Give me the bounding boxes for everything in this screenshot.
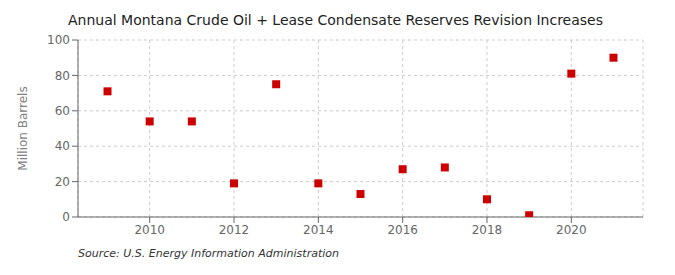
svg-text:2014: 2014 [303,223,334,237]
svg-text:2018: 2018 [472,223,503,237]
svg-text:20: 20 [55,175,70,189]
html-text:Source: U.S. Energy Informatio: Source: U.S. Energy Information Administ… [78,247,339,260]
svg-text:0: 0 [62,210,70,224]
svg-text:80: 80 [55,69,70,83]
svg-text:2010: 2010 [134,223,165,237]
html-text:Annual Montana Crude Oil + Lea: Annual Montana Crude Oil + Lease Condens… [68,12,603,28]
svg-text:Million Barrels: Million Barrels [16,86,30,170]
svg-text:60: 60 [55,104,70,118]
svg-text:2012: 2012 [219,223,250,237]
svg-text:100: 100 [47,33,70,47]
svg-text:2016: 2016 [387,223,418,237]
svg-text:40: 40 [55,139,70,153]
svg-text:2020: 2020 [556,223,587,237]
